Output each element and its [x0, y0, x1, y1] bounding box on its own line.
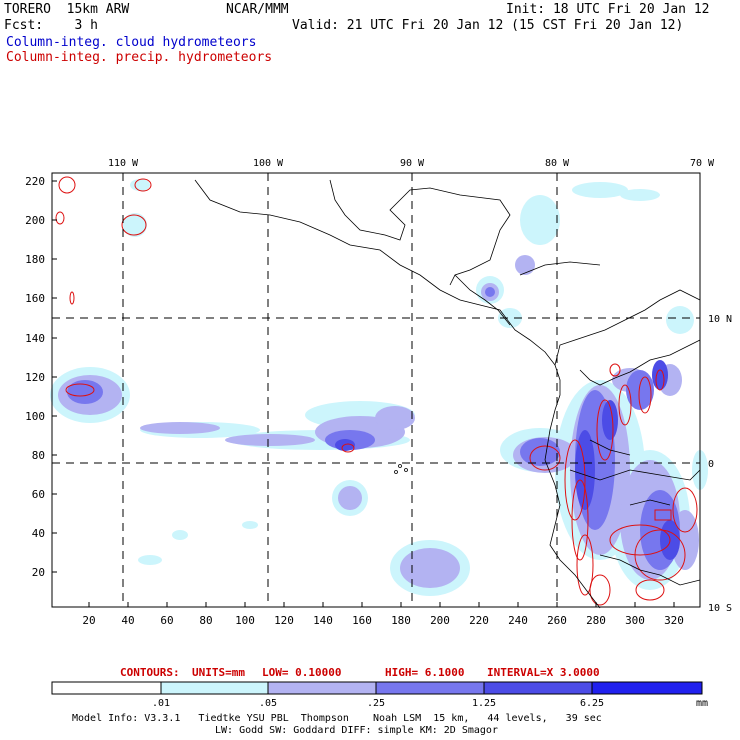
lat-label: 10 N	[708, 314, 732, 325]
x-tick-label: 20	[82, 614, 95, 627]
y-tick-label: 160	[25, 292, 45, 305]
colorbar-level: 1.25	[472, 698, 496, 709]
model-info-physics: LW: Godd SW: Goddard DIFF: simple KM: 2D…	[215, 725, 498, 736]
organization: NCAR/MMM	[226, 2, 289, 17]
y-tick-label: 140	[25, 332, 45, 345]
x-tick-label: 160	[352, 614, 372, 627]
map-frame	[51, 172, 701, 608]
forecast-hour: Fcst: 3 h	[4, 18, 98, 33]
x-tick-label: 40	[121, 614, 134, 627]
model-info: Model Info: V3.3.1 Tiedtke YSU PBL Thomp…	[72, 713, 602, 724]
valid-time: Valid: 21 UTC Fri 20 Jan 12 (15 CST Fri …	[292, 18, 684, 33]
lon-label: 80 W	[545, 158, 570, 169]
y-tick-label: 200	[25, 214, 45, 227]
y-tick-label: 40	[32, 527, 45, 540]
colorbar-level: .01	[152, 698, 170, 709]
colorbar-segment	[268, 682, 376, 694]
colorbar	[51, 681, 703, 695]
x-tick-label: 220	[469, 614, 489, 627]
colorbar-segment	[52, 682, 161, 694]
x-tick-label: 180	[391, 614, 411, 627]
colorbar-segment	[592, 682, 702, 694]
x-tick-label: 80	[199, 614, 212, 627]
lat-label: 10 S	[708, 603, 732, 614]
contours-interval: INTERVAL=X 3.0000	[487, 666, 600, 679]
colorbar-level: .25	[367, 698, 385, 709]
y-tick-label: 120	[25, 371, 45, 384]
y-tick-label: 20	[32, 566, 45, 579]
lon-label: 70 W	[690, 158, 715, 169]
x-tick-label: 320	[664, 614, 684, 627]
coastlines	[194, 179, 701, 609]
x-tick-label: 260	[547, 614, 567, 627]
x-tick-label: 140	[313, 614, 333, 627]
model-title: TORERO 15km ARW	[4, 2, 130, 17]
colorbar-segment	[484, 682, 592, 694]
lat-label: 0	[708, 459, 714, 470]
lon-label: 100 W	[253, 158, 284, 169]
grid-lines	[52, 173, 700, 607]
init-time: Init: 18 UTC Fri 20 Jan 12	[506, 2, 710, 17]
colorbar-segment	[161, 682, 268, 694]
x-tick-label: 200	[430, 614, 450, 627]
cloud-shading	[50, 179, 708, 596]
contours-units: UNITS=mm	[192, 666, 245, 679]
colorbar-unit: mm	[696, 698, 708, 709]
x-tick-label: 60	[160, 614, 173, 627]
y-tick-label: 180	[25, 253, 45, 266]
x-tick-label: 120	[274, 614, 294, 627]
contours-high: HIGH= 6.1000	[385, 666, 464, 679]
precip-contours	[55, 176, 698, 606]
y-axis	[52, 180, 57, 573]
y-tick-label: 220	[25, 175, 45, 188]
y-tick-label: 100	[25, 410, 45, 423]
y-tick-label: 60	[32, 488, 45, 501]
colorbar-segment	[376, 682, 484, 694]
field-cloud-label: Column-integ. cloud hydrometeors	[6, 35, 257, 50]
x-tick-label: 280	[586, 614, 606, 627]
lon-label: 110 W	[108, 158, 139, 169]
field-precip-label: Column-integ. precip. hydrometeors	[6, 50, 273, 65]
colorbar-level: .05	[259, 698, 277, 709]
lon-label: 90 W	[400, 158, 425, 169]
contours-label: CONTOURS:	[120, 666, 180, 679]
colorbar-level: 6.25	[580, 698, 604, 709]
y-tick-label: 80	[32, 449, 45, 462]
x-tick-label: 100	[235, 614, 255, 627]
x-tick-label: 300	[625, 614, 645, 627]
contours-low: LOW= 0.10000	[262, 666, 341, 679]
x-tick-label: 240	[508, 614, 528, 627]
x-axis	[88, 602, 675, 607]
